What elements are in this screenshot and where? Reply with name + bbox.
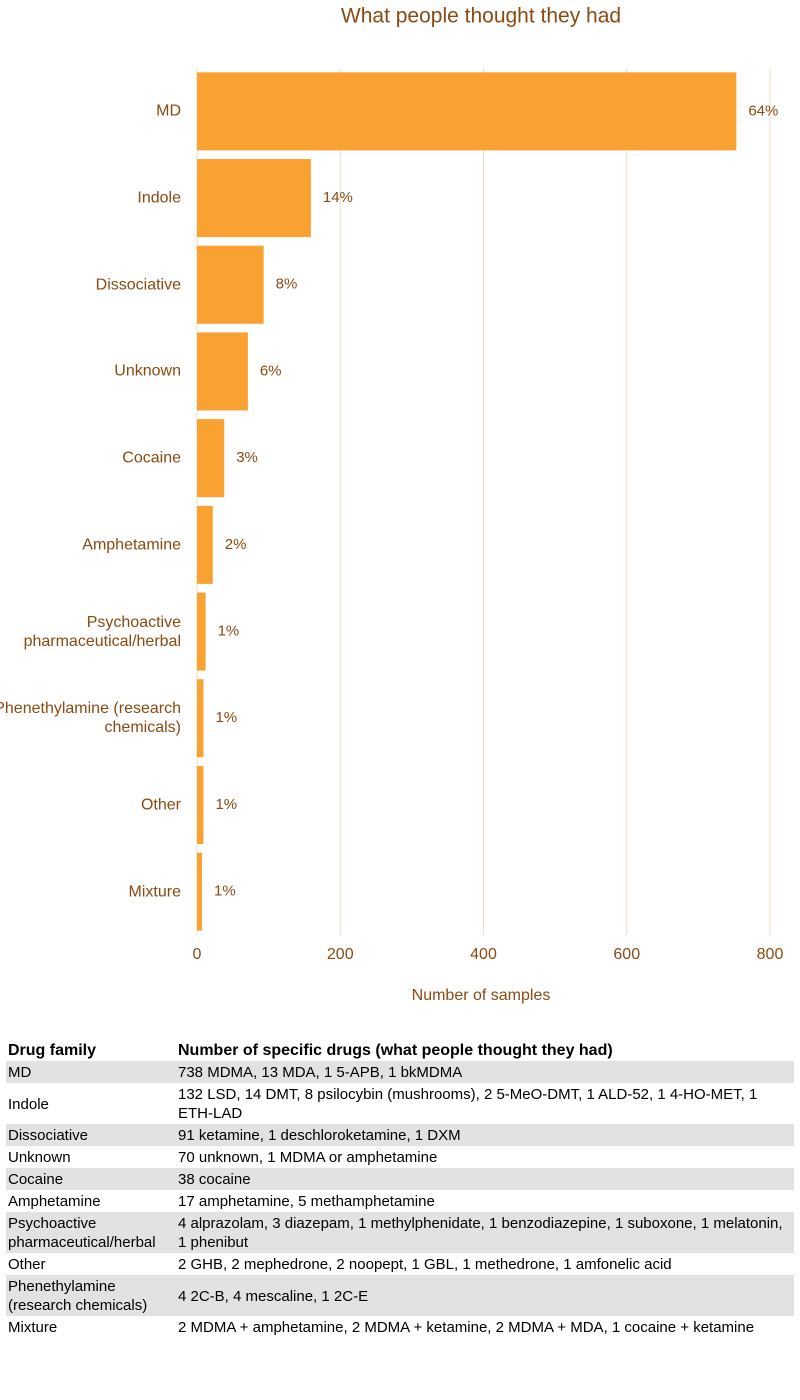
bar <box>197 72 737 151</box>
table-cell: Phenethylamine (research chemicals) <box>6 1275 176 1316</box>
header-cell: Number of specific drugs (what people th… <box>178 1042 613 1059</box>
table-cell: MD <box>6 1061 176 1083</box>
x-tick-label: 400 <box>470 946 497 963</box>
y-tick-label: Mixture <box>128 883 181 901</box>
bar-label: 1% <box>215 709 237 726</box>
drug-table: Drug family Number of specific drugs (wha… <box>6 1040 794 1338</box>
header-cell: Drug family <box>8 1042 97 1059</box>
bar <box>197 332 248 411</box>
table-cell: Mixture <box>8 1319 58 1336</box>
table-cell: Psychoactive pharmaceutical/herbal <box>6 1212 176 1253</box>
table-cell: 2 MDMA + amphetamine, 2 MDMA + ketamine,… <box>178 1319 755 1336</box>
table-row: Dissociative 91 ketamine, 1 deschloroketa… <box>6 1124 794 1146</box>
table-row: Indole 132 LSD, 14 DMT, 8 psilocybin (mus… <box>6 1083 794 1124</box>
y-tick-label: Phenethylamine (research chemicals) <box>0 700 181 737</box>
y-tick-label: Unknown <box>114 362 181 380</box>
y-tick-label: Dissociative <box>95 276 181 294</box>
table-cell: 91 ketamine, 1 deschloroketamine, 1 DXM <box>176 1124 794 1146</box>
table-cell: Unknown <box>8 1149 71 1166</box>
y-tick-label: MD <box>156 102 181 120</box>
bar-label: 1% <box>218 623 240 640</box>
bar <box>197 419 225 498</box>
table-row: Cocaine 38 cocaine <box>6 1168 794 1190</box>
table-cell: 132 LSD, 14 DMT, 8 psilocybin (mushrooms… <box>178 1086 758 1122</box>
x-axis-label: Number of samples <box>412 987 551 1004</box>
bar-label: 8% <box>276 276 298 293</box>
bar <box>197 245 264 324</box>
bar-label: 2% <box>225 536 247 553</box>
bar-label: 14% <box>323 189 353 206</box>
table-row: Amphetamine 17 amphetamine, 5 methampheta… <box>6 1190 794 1212</box>
table-row: Other 2 GHB, 2 mephedrone, 2 noopept, 1 G… <box>6 1253 794 1275</box>
bar <box>197 852 203 931</box>
table-cell: 738 MDMA, 13 MDA, 1 5-APB, 1 bkMDMA <box>176 1061 794 1083</box>
bar <box>197 592 206 671</box>
table-header-row: Drug family Number of specific drugs (wha… <box>6 1040 794 1061</box>
x-tick-label: 800 <box>757 946 784 963</box>
table-row: Psychoactive pharmaceutical/herbal 4 alpr… <box>6 1212 794 1253</box>
bar-label: 64% <box>748 102 778 119</box>
x-tick-label: 0 <box>193 946 202 963</box>
y-tick-label: Cocaine <box>122 449 181 467</box>
table-cell: 4 alprazolam, 3 diazepam, 1 methylphenid… <box>176 1212 794 1253</box>
x-tick-label: 600 <box>613 946 640 963</box>
table-cell: Cocaine <box>6 1168 176 1190</box>
table-cell: 38 cocaine <box>176 1168 794 1190</box>
table-cell: 4 2C-B, 4 mescaline, 1 2C-E <box>176 1275 794 1316</box>
table-cell: 70 unknown, 1 MDMA or amphetamine <box>178 1149 438 1166</box>
bar-label: 1% <box>214 883 236 900</box>
y-tick-label: Amphetamine <box>82 536 181 554</box>
table-row: MD 738 MDMA, 13 MDA, 1 5-APB, 1 bkMDMA <box>6 1061 794 1083</box>
table-cell: 2 GHB, 2 mephedrone, 2 noopept, 1 GBL, 1… <box>178 1256 672 1273</box>
x-tick-label: 200 <box>327 946 354 963</box>
table-cell: Other <box>8 1256 46 1273</box>
bar-label: 3% <box>236 449 258 466</box>
y-tick-label: Psychoactive pharmaceutical/herbal <box>23 613 181 650</box>
bar <box>197 159 311 238</box>
bar-label: 6% <box>260 362 282 379</box>
table-cell: 17 amphetamine, 5 methamphetamine <box>178 1193 435 1210</box>
chart: What people thought they had Number of s… <box>193 5 784 1005</box>
table-row: Phenethylamine (research chemicals) 4 2C-… <box>6 1275 794 1316</box>
bar <box>197 679 204 758</box>
table-row: Mixture 2 MDMA + amphetamine, 2 MDMA + ke… <box>6 1316 794 1338</box>
chart-title: What people thought they had <box>341 5 621 28</box>
table-cell: Dissociative <box>6 1124 176 1146</box>
chart-area: What people thought they had Number of s… <box>0 5 784 1005</box>
bar-label: 1% <box>215 796 237 813</box>
table-cell: Amphetamine <box>8 1193 101 1210</box>
y-tick-label: Other <box>140 796 181 814</box>
bar <box>197 505 213 584</box>
y-tick-label: Indole <box>137 189 181 207</box>
table-row: Unknown 70 unknown, 1 MDMA or amphetamine <box>6 1146 794 1168</box>
table-cell: Indole <box>8 1095 49 1113</box>
bar <box>197 765 204 844</box>
